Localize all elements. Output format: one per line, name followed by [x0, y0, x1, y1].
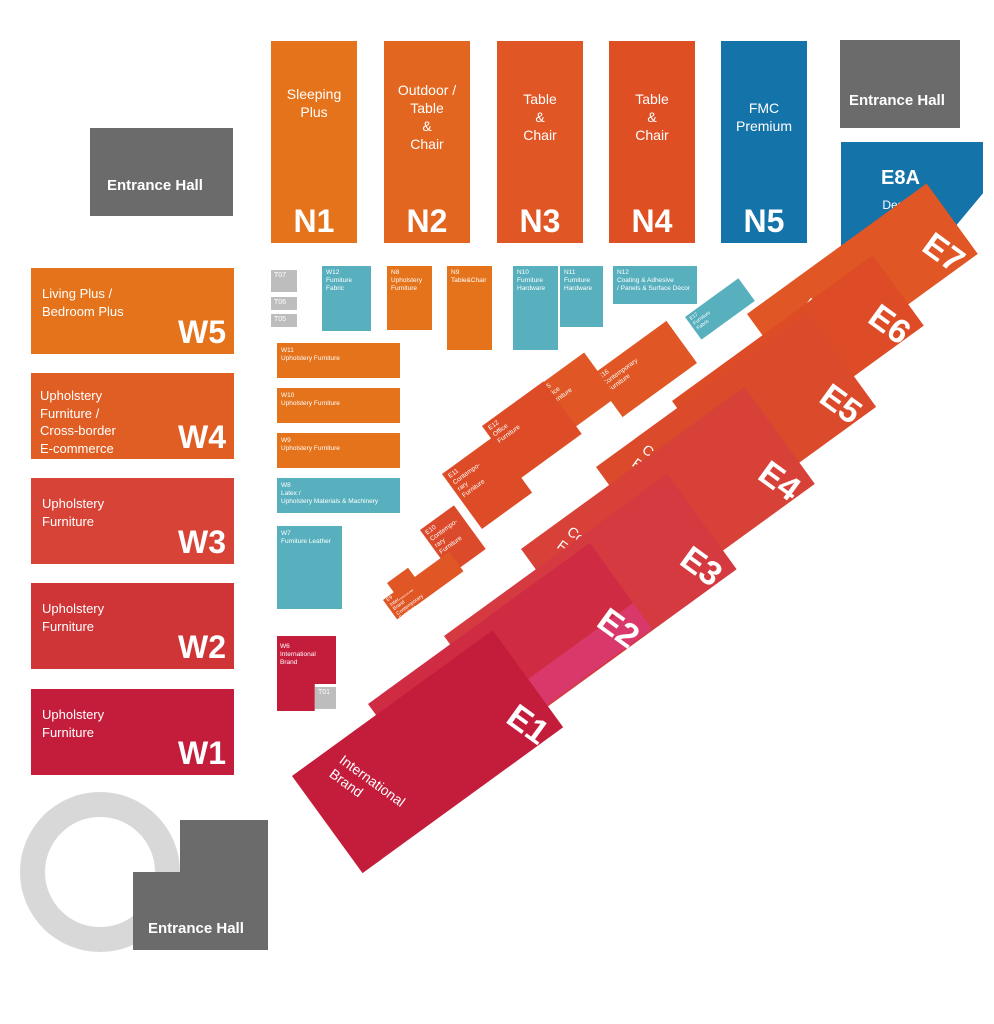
hall-label: W8 Latex / Upholstery Materials & Machin… [281, 482, 379, 505]
hall-description: Table & Chair [523, 91, 557, 143]
hall-description: FMC Premium [735, 100, 792, 134]
hall-code: E5 [812, 376, 869, 432]
hall-w5[interactable]: Living Plus / Bedroom Plus W5 [31, 268, 234, 354]
entrance-hall-label: Entrance Hall [107, 177, 203, 194]
hall-code: W5 [178, 314, 226, 350]
hall-code: E4 [751, 453, 808, 509]
booth-label: T07 [274, 272, 287, 279]
booth-t06[interactable]: T06 [271, 297, 297, 310]
hall-description: International Brand [326, 751, 409, 810]
hall-label: N10 Furniture Hardware [517, 269, 546, 292]
hall-code: N4 [631, 203, 673, 239]
booth-t07[interactable]: T07 [271, 270, 297, 292]
hall-n9[interactable]: N9 Table&Chair [447, 266, 492, 350]
hall-label: N12 Coating & Adhesive / Panels & Surfac… [617, 269, 690, 292]
hall-description: Upholstery Furniture [42, 601, 105, 634]
hall-code: W3 [178, 524, 226, 560]
hall-label: W7 Furniture Leather [281, 530, 331, 545]
hall-label: N9 Table&Chair [451, 269, 487, 284]
hall-label: W10 Upholstery Furniture [281, 392, 340, 407]
hall-n1[interactable]: Sleeping Plus N1 [271, 41, 357, 243]
hall-code: E1 [499, 696, 556, 753]
hall-n10[interactable]: N10 Furniture Hardware [513, 266, 558, 350]
hall-label: W11 Upholstery Furniture [281, 347, 340, 362]
hall-label: W6 International Brand [280, 643, 316, 666]
booth-t05[interactable]: T05 [271, 314, 297, 327]
hall-description: Upholstery Furniture / Cross-border E-co… [40, 388, 116, 456]
hall-n5[interactable]: FMC Premium N5 [721, 41, 807, 243]
entrance-hall-label: Entrance Hall [849, 92, 945, 109]
booth-label: T05 [274, 316, 287, 323]
hall-n8[interactable]: N8 Upholstery Furniture [387, 266, 432, 330]
booth-label: T06 [274, 299, 287, 306]
hall-w7[interactable]: W7 Furniture Leather [277, 526, 342, 609]
hall-w4[interactable]: Upholstery Furniture / Cross-border E-co… [31, 373, 234, 459]
entrance-hall-top-right: Entrance Hall [840, 40, 960, 128]
hall-code: W2 [178, 629, 226, 665]
hall-code: E8A [881, 167, 920, 189]
entrance-hall-bottom-left: Entrance Hall [133, 872, 268, 950]
hall-label: E17 Furniture Fabric [688, 309, 712, 332]
hall-code: N3 [519, 203, 561, 239]
hall-n3[interactable]: Table & Chair N3 [497, 41, 583, 243]
entrance-hall-left: Entrance Hall [90, 128, 233, 216]
hall-label: N11 Furniture Hardware [564, 269, 593, 292]
hall-code: W4 [178, 419, 226, 455]
hall-w8[interactable]: W8 Latex / Upholstery Materials & Machin… [277, 478, 400, 513]
hall-w9[interactable]: W9 Upholstery Furniture [277, 433, 400, 468]
hall-code: N1 [293, 203, 335, 239]
hall-description: Sleeping Plus [286, 86, 342, 120]
entrance-hall-label: Entrance Hall [148, 920, 244, 937]
hall-w2[interactable]: Upholstery Furniture W2 [31, 583, 234, 669]
hall-label: E11 Contempo- rary Furniture [446, 461, 487, 500]
hall-description: Outdoor / Table & Chair [397, 82, 457, 152]
hall-code: E3 [673, 538, 730, 594]
hall-label: W12 Furniture Fabric [326, 269, 353, 292]
hall-w1[interactable]: Upholstery Furniture W1 [31, 689, 234, 775]
hall-description: Upholstery Furniture [42, 707, 105, 740]
hall-n11[interactable]: N11 Furniture Hardware [560, 266, 603, 327]
hall-w12[interactable]: W12 Furniture Fabric [322, 266, 371, 331]
hall-label: W9 Upholstery Furniture [281, 437, 340, 452]
hall-w11[interactable]: W11 Upholstery Furniture [277, 343, 400, 378]
hall-n12[interactable]: N12 Coating & Adhesive / Panels & Surfac… [613, 266, 697, 304]
hall-n2[interactable]: Outdoor / Table & Chair N2 [384, 41, 470, 243]
hall-w10[interactable]: W10 Upholstery Furniture [277, 388, 400, 423]
booth-t01[interactable]: T01 [315, 687, 336, 709]
hall-description: Upholstery Furniture [42, 496, 105, 529]
hall-code: N2 [406, 203, 448, 239]
hall-code: N5 [743, 203, 785, 239]
hall-description: Living Plus / Bedroom Plus [42, 286, 124, 319]
hall-description: Table & Chair [635, 91, 669, 143]
hall-code: E7 [915, 225, 972, 281]
hall-w3[interactable]: Upholstery Furniture W3 [31, 478, 234, 564]
hall-label: N8 Upholstery Furniture [391, 269, 423, 292]
hall-code: E6 [861, 296, 918, 352]
hall-label: E10 Contempo- rary Furniture [424, 518, 464, 556]
entrance-hall-bottom-left-upper [180, 820, 268, 876]
booth-label: T01 [318, 689, 331, 696]
hall-code: W1 [178, 735, 226, 771]
hall-n4[interactable]: Table & Chair N4 [609, 41, 695, 243]
